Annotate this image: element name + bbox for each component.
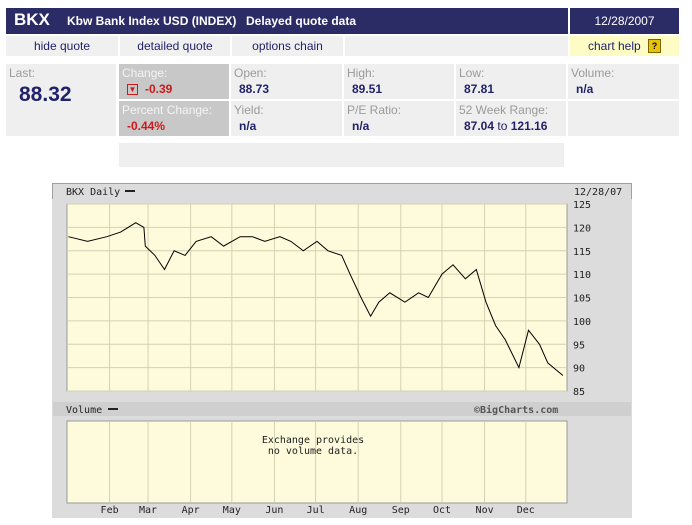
price-axis: 85 90 95 100 105 110 115 120 125 xyxy=(573,200,591,398)
month-label: Sep xyxy=(392,505,410,516)
range-label: 52 Week Range: xyxy=(459,103,549,117)
month-label: Feb xyxy=(101,505,119,516)
month-label: Oct xyxy=(433,505,451,516)
quote-footer-bar xyxy=(119,143,564,167)
chart-title: BKX Daily xyxy=(66,187,120,198)
volume-label: Volume: xyxy=(571,66,615,80)
volume-title-bar xyxy=(53,402,631,416)
range-low: 87.04 xyxy=(464,119,495,133)
y-tick-label: 120 xyxy=(573,223,591,234)
low-label: Low: xyxy=(459,66,485,80)
range-cell: 52 Week Range: 87.04 to 121.16 xyxy=(456,101,566,136)
y-tick-label: 110 xyxy=(573,270,591,281)
quote-header-bar: BKX Kbw Bank Index USD (INDEX) Delayed q… xyxy=(6,8,568,34)
last-cell: Last: 88.32 xyxy=(6,64,116,136)
change-label: Change: xyxy=(122,66,168,80)
change-cell: Change: ▼ -0.39 xyxy=(119,64,229,99)
down-arrow-icon: ▼ xyxy=(127,84,138,95)
low-value: 87.81 xyxy=(464,82,495,96)
volume-cell: Volume: n/a xyxy=(568,64,679,99)
legend-swatch xyxy=(125,190,135,192)
month-label: May xyxy=(223,505,241,516)
y-tick-label: 100 xyxy=(573,317,591,328)
delayed-notice: Delayed quote data xyxy=(246,14,357,28)
yield-label: Yield: xyxy=(234,103,264,117)
security-name: Kbw Bank Index USD (INDEX) xyxy=(67,14,237,28)
percent-change-value: -0.44% xyxy=(127,119,166,133)
month-axis: Feb Mar Apr May Jun Jul Aug Sep Oct Nov Dec xyxy=(101,505,535,516)
yield-value: n/a xyxy=(239,119,257,133)
change-value: -0.39 xyxy=(145,82,173,96)
help-icon: ? xyxy=(648,39,661,53)
open-label: Open: xyxy=(234,66,267,80)
last-label: Last: xyxy=(9,66,36,80)
month-label: Mar xyxy=(139,505,157,516)
y-tick-label: 85 xyxy=(573,387,585,398)
volume-note-line1: Exchange provides xyxy=(262,435,364,446)
high-label: High: xyxy=(347,66,376,80)
detailed-quote-link[interactable]: detailed quote xyxy=(120,36,230,56)
chart-help-label: chart help xyxy=(588,39,641,53)
chart-help-link[interactable]: chart help ? xyxy=(570,36,679,56)
links-spacer xyxy=(345,36,568,56)
volume-label: Volume xyxy=(66,405,102,416)
price-series-line xyxy=(68,222,564,376)
open-cell: Open: 88.73 xyxy=(231,64,342,99)
last-price: 88.32 xyxy=(19,83,72,106)
y-tick-label: 90 xyxy=(573,364,585,375)
range-value: 87.04 to 121.16 xyxy=(464,119,547,133)
pe-label: P/E Ratio: xyxy=(347,103,402,117)
chart-title-bar xyxy=(53,184,631,199)
empty-cell xyxy=(568,101,679,136)
price-chart: BKX Daily 12/28/07 85 90 95 100 105 110 115 120… xyxy=(52,183,632,518)
high-value: 89.51 xyxy=(352,82,383,96)
price-grid xyxy=(67,203,567,392)
y-tick-label: 115 xyxy=(573,247,591,258)
pe-value: n/a xyxy=(352,119,370,133)
hide-quote-link[interactable]: hide quote xyxy=(6,36,118,56)
range-to: to xyxy=(497,119,508,133)
low-cell: Low: 87.81 xyxy=(456,64,566,99)
month-label: Apr xyxy=(182,505,200,516)
month-label: Aug xyxy=(349,505,367,516)
month-label: Jul xyxy=(307,505,325,516)
volume-note-line2: no volume data. xyxy=(268,446,358,457)
month-label: Jun xyxy=(265,505,283,516)
open-value: 88.73 xyxy=(239,82,270,96)
volume-area xyxy=(66,420,568,504)
y-tick-label: 95 xyxy=(573,340,585,351)
quote-date: 12/28/2007 xyxy=(570,8,679,34)
volume-legend-swatch xyxy=(108,408,118,410)
chart-date: 12/28/07 xyxy=(574,187,622,198)
month-label: Nov xyxy=(476,505,494,516)
change-value-wrap: ▼ -0.39 xyxy=(127,82,172,96)
ticker-symbol: BKX xyxy=(14,10,50,29)
range-high: 121.16 xyxy=(510,119,548,133)
month-label: Dec xyxy=(517,505,535,516)
percent-change-label: Percent Change: xyxy=(122,103,213,117)
volume-grid xyxy=(109,421,527,503)
volume-value: n/a xyxy=(576,82,594,96)
bigcharts-credit: ©BigCharts.com xyxy=(474,404,558,416)
pe-cell: P/E Ratio: n/a xyxy=(344,101,454,136)
percent-change-cell: Percent Change: -0.44% xyxy=(119,101,229,136)
high-cell: High: 89.51 xyxy=(344,64,454,99)
options-chain-link[interactable]: options chain xyxy=(232,36,343,56)
yield-cell: Yield: n/a xyxy=(231,101,342,136)
y-tick-label: 125 xyxy=(573,200,591,211)
y-tick-label: 105 xyxy=(573,294,591,305)
